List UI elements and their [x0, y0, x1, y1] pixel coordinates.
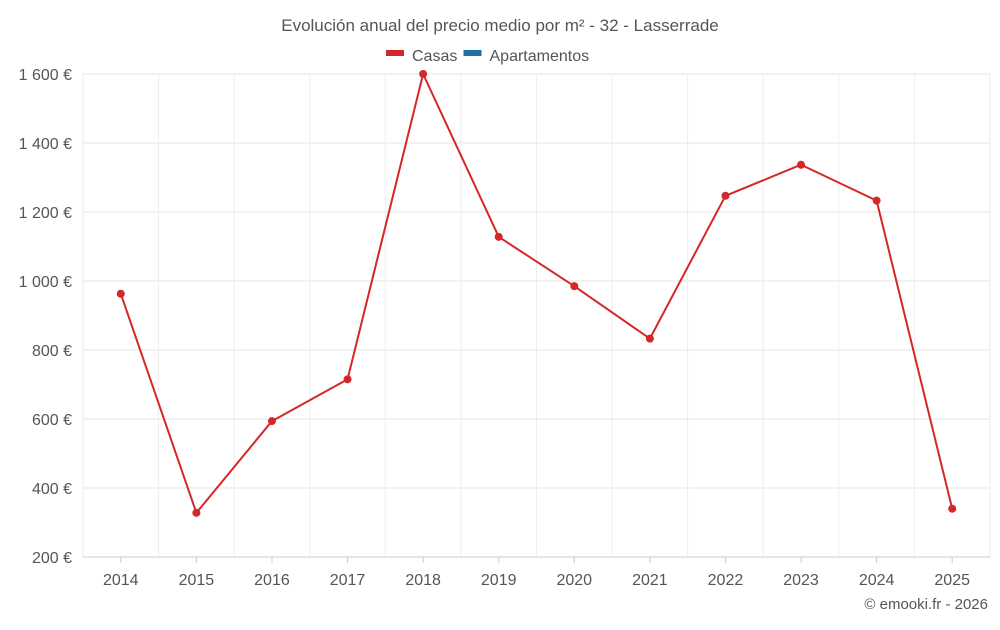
- y-tick-label: 800 €: [32, 343, 72, 360]
- data-point[interactable]: [419, 70, 428, 78]
- legend-label: Apartamentos: [490, 48, 590, 65]
- data-point[interactable]: [343, 375, 352, 384]
- data-point[interactable]: [116, 289, 125, 298]
- data-point[interactable]: [721, 191, 730, 200]
- x-tick-label: 2025: [934, 572, 970, 589]
- axes: 200 € 400 € 600 € 800 € 1 000 € 1 200 € 1 400 …: [19, 67, 990, 589]
- data-point[interactable]: [570, 282, 579, 291]
- y-tick-label: 200 €: [32, 550, 72, 567]
- x-tick-label: 2024: [859, 572, 895, 589]
- y-tick-label: 1 400 €: [19, 136, 72, 153]
- data-point[interactable]: [797, 160, 806, 169]
- chart-title: Evolución anual del precio medio por m² …: [281, 16, 719, 35]
- y-tick-label: 1 200 €: [19, 205, 72, 222]
- data-point[interactable]: [494, 232, 503, 241]
- data-point[interactable]: [267, 417, 276, 426]
- legend-swatch: [386, 50, 404, 56]
- data-point[interactable]: [948, 504, 957, 513]
- y-tick-label: 400 €: [32, 481, 72, 498]
- x-tick-label: 2017: [330, 572, 366, 589]
- legend-item-apartamentos[interactable]: Apartamentos: [463, 48, 590, 65]
- legend: Casas Apartamentos: [386, 48, 589, 65]
- x-tick-label: 2015: [179, 572, 215, 589]
- x-tick-label: 2022: [708, 572, 744, 589]
- grid: [82, 73, 991, 558]
- series: [116, 70, 957, 517]
- data-point[interactable]: [645, 334, 654, 343]
- legend-item-casas[interactable]: Casas: [386, 48, 457, 65]
- x-tick-label: 2014: [103, 572, 139, 589]
- legend-label: Casas: [412, 48, 457, 65]
- y-tick-label: 1 000 €: [19, 274, 72, 291]
- x-tick-label: 2016: [254, 572, 290, 589]
- x-tick-label: 2020: [556, 572, 592, 589]
- copyright-credit: © emooki.fr - 2026: [864, 596, 988, 613]
- x-tick-label: 2023: [783, 572, 819, 589]
- legend-swatch: [463, 50, 482, 56]
- data-point[interactable]: [872, 196, 881, 205]
- series-line-casas: [119, 73, 954, 514]
- x-tick-label: 2019: [481, 572, 517, 589]
- x-tick-label: 2018: [405, 572, 441, 589]
- x-tick-label: 2021: [632, 572, 668, 589]
- y-tick-label: 1 600 €: [19, 67, 72, 84]
- data-point[interactable]: [192, 508, 201, 517]
- y-tick-label: 600 €: [32, 412, 72, 429]
